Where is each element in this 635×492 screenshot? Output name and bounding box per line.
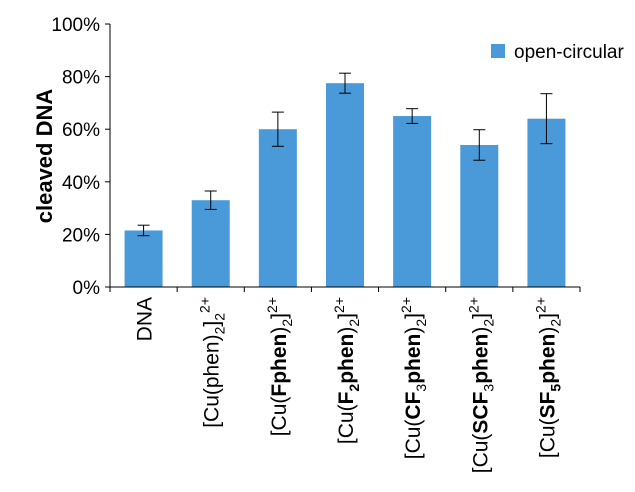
x-tick-label-c2: [Cu(Fphen)2]2+ — [264, 297, 295, 436]
y-tick-label: 0% — [73, 278, 101, 299]
legend-swatch — [491, 44, 505, 58]
error-bar — [339, 72, 351, 94]
bars-group — [124, 83, 566, 288]
error-bar — [473, 129, 486, 161]
error-bars-group — [137, 72, 553, 237]
bar-c3 — [326, 83, 364, 287]
bar-c5 — [460, 144, 499, 287]
y-axis-ticks: 0% 20% 40% 60% 80% 100% — [51, 15, 110, 299]
y-tick-label: 20% — [62, 225, 100, 246]
x-axis-labels: DNA [Cu(phen)2]22+ [Cu(Fphen)2]2+ [Cu(F2phe… — [134, 297, 564, 473]
y-tick-label: 40% — [62, 173, 100, 194]
y-tick-label: 80% — [62, 68, 100, 89]
y-tick-label: 60% — [62, 120, 100, 141]
y-axis-label: cleaved DNA — [32, 89, 57, 224]
x-tick-label-c4: [Cu(CF3phen)2]2+ — [398, 297, 429, 459]
y-tick-label: 100% — [51, 15, 100, 36]
error-bar — [406, 108, 419, 124]
x-tick-label-c1: [Cu(phen)2]22+ — [197, 297, 228, 428]
bar-c6 — [527, 118, 566, 288]
x-tick-label-c6: [Cu(SF5phen)2]2+ — [532, 297, 563, 458]
axes — [109, 24, 581, 292]
x-tick-label-c0: DNA — [134, 297, 157, 341]
legend: open-circular — [491, 42, 624, 63]
x-tick-label-c5: [Cu(SCF3phen)2]2+ — [465, 297, 496, 473]
error-bar — [204, 190, 217, 210]
error-bar — [540, 93, 553, 145]
x-tick-label-c3: [Cu(F2phen)2]2+ — [331, 297, 362, 444]
bar-c0 — [124, 230, 163, 287]
error-bar — [137, 224, 150, 237]
bar-c2 — [258, 129, 297, 287]
bar-c4 — [393, 116, 432, 287]
legend-label: open-circular — [514, 42, 624, 63]
error-bar — [271, 111, 284, 147]
bar-c1 — [191, 200, 230, 287]
